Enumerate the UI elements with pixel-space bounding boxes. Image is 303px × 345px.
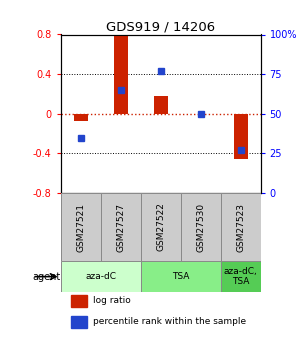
- Bar: [221, 193, 261, 261]
- Text: GSM27521: GSM27521: [76, 203, 85, 252]
- Text: aza-dC: aza-dC: [85, 272, 116, 281]
- Text: percentile rank within the sample: percentile rank within the sample: [93, 317, 246, 326]
- Text: aza-dC,
TSA: aza-dC, TSA: [224, 267, 258, 286]
- Bar: [141, 193, 181, 261]
- Text: agent: agent: [32, 272, 61, 282]
- Bar: [61, 193, 101, 261]
- Title: GDS919 / 14206: GDS919 / 14206: [106, 20, 215, 33]
- Bar: [221, 261, 261, 292]
- Bar: [71, 295, 87, 307]
- Bar: [154, 96, 168, 114]
- Text: TSA: TSA: [172, 272, 189, 281]
- Text: log ratio: log ratio: [93, 296, 130, 305]
- Bar: [61, 261, 141, 292]
- Text: GSM27527: GSM27527: [116, 203, 125, 252]
- Text: GSM27523: GSM27523: [236, 203, 245, 252]
- Bar: [181, 193, 221, 261]
- Bar: [74, 114, 88, 121]
- Text: GSM27522: GSM27522: [156, 203, 165, 252]
- Bar: [101, 193, 141, 261]
- Bar: [141, 261, 221, 292]
- Bar: [114, 34, 128, 114]
- Bar: [71, 316, 87, 328]
- Bar: [234, 114, 248, 159]
- Text: GSM27530: GSM27530: [196, 203, 205, 252]
